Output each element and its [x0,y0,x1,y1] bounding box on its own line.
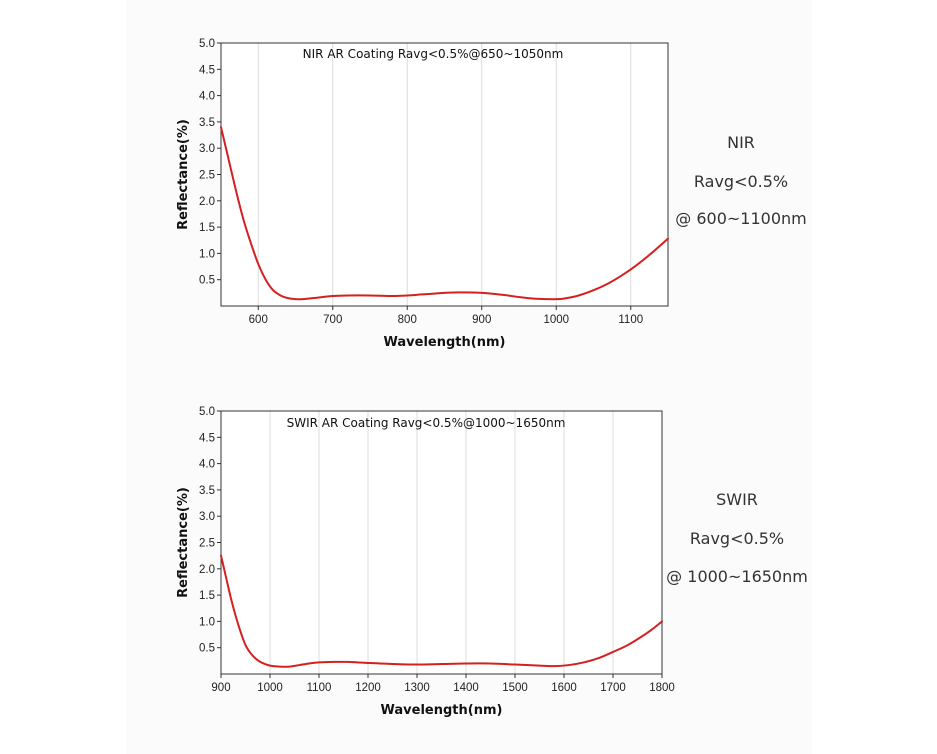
nir-plot-area [221,43,668,306]
swir-chart-title: SWIR AR Coating Ravg<0.5%@1000~1650nm [287,416,566,430]
nir-x-tick-label: 600 [249,314,268,326]
swir-y-tick-label: 3.0 [199,511,215,523]
swir-x-tick-label: 1200 [355,682,381,694]
nir-label-ravg: Ravg<0.5% [693,172,789,191]
nir-chart-title: NIR AR Coating Ravg<0.5%@650~1050nm [303,47,564,61]
nir-label-name: NIR [727,133,755,152]
nir-y-axis-title: Reflectance(%) [176,119,191,230]
swir-y-tick-label: 3.5 [199,485,215,497]
swir-y-tick-label: 1.5 [199,590,215,602]
swir-y-tick-label: 4.5 [199,432,215,444]
swir-label-name: SWIR [716,490,758,509]
swir-x-tick-label: 1300 [404,682,430,694]
nir-x-axis-title: Wavelength(nm) [384,335,506,350]
swir-label-block: SWIR Ravg<0.5% @ 1000~1650nm [657,0,817,600]
nir-y-tick-label: 2.0 [199,196,215,208]
swir-x-tick-label: 1500 [502,682,528,694]
nir-y-tick-label: 1.5 [199,222,215,234]
swir-x-tick-label: 1100 [307,682,332,694]
nir-label-block: NIR Ravg<0.5% @ 600~1100nm [661,0,821,300]
swir-x-tick-label: 1600 [551,682,577,694]
nir-x-tick-label: 700 [323,314,342,326]
nir-y-tick-label: 3.5 [199,117,215,129]
swir-plot-area [221,411,662,674]
swir-y-tick-label: 0.5 [199,643,215,655]
nir-y-tick-label: 1.0 [199,248,215,260]
swir-y-tick-label: 1.0 [199,616,215,628]
swir-x-tick-label: 1400 [453,682,479,694]
nir-y-tick-label: 4.0 [199,91,215,103]
swir-y-tick-label: 2.0 [199,564,215,576]
swir-label-range: @ 1000~1650nm [666,567,808,586]
swir-x-tick-label: 1000 [257,682,283,694]
swir-label-ravg: Ravg<0.5% [689,529,785,548]
swir-x-tick-label: 1800 [649,682,675,694]
swir-x-tick-label: 900 [211,682,230,694]
nir-y-tick-label: 2.5 [199,170,215,182]
nir-x-tick-label: 900 [472,314,491,326]
swir-reflectance-line [220,554,663,668]
nir-y-tick-label: 5.0 [199,38,215,50]
nir-y-tick-label: 0.5 [199,275,215,287]
nir-y-tick-label: 4.5 [199,64,215,76]
swir-y-tick-label: 5.0 [199,406,215,418]
swir-y-tick-label: 4.0 [199,459,215,471]
nir-x-tick-label: 1100 [618,314,643,326]
swir-y-axis-title: Reflectance(%) [176,487,191,598]
nir-x-tick-label: 1000 [543,314,569,326]
nir-y-tick-label: 3.0 [199,143,215,155]
nir-x-tick-label: 800 [398,314,417,326]
nir-reflectance-line [220,126,669,301]
nir-label-range: @ 600~1100nm [675,209,807,228]
swir-x-axis-title: Wavelength(nm) [381,703,503,718]
swir-y-tick-label: 2.5 [199,538,215,550]
swir-x-tick-label: 1700 [600,682,626,694]
